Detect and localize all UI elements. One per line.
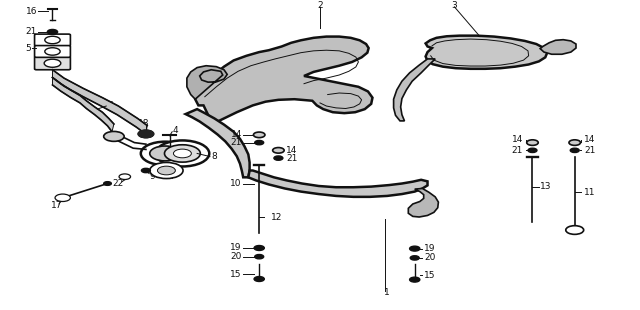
- Polygon shape: [408, 188, 438, 217]
- Circle shape: [255, 140, 264, 145]
- Circle shape: [104, 182, 111, 185]
- FancyBboxPatch shape: [35, 34, 70, 46]
- Circle shape: [173, 149, 191, 158]
- Text: 16: 16: [26, 7, 37, 16]
- Circle shape: [138, 130, 154, 138]
- Circle shape: [566, 226, 584, 234]
- Circle shape: [150, 146, 180, 161]
- Text: 21: 21: [584, 146, 596, 155]
- FancyBboxPatch shape: [35, 46, 70, 57]
- Circle shape: [254, 277, 264, 281]
- Polygon shape: [394, 59, 435, 121]
- Text: 14: 14: [230, 130, 242, 140]
- Text: 3: 3: [452, 1, 457, 10]
- Circle shape: [45, 36, 60, 44]
- Circle shape: [528, 148, 537, 153]
- Polygon shape: [187, 66, 227, 99]
- Circle shape: [253, 132, 265, 138]
- Circle shape: [141, 142, 189, 165]
- Text: 10: 10: [230, 179, 242, 188]
- Text: 22: 22: [113, 179, 124, 188]
- FancyBboxPatch shape: [35, 57, 70, 70]
- Polygon shape: [426, 36, 547, 69]
- Polygon shape: [186, 109, 250, 177]
- Text: 1: 1: [384, 287, 390, 297]
- Circle shape: [410, 246, 420, 251]
- Circle shape: [45, 48, 60, 55]
- Text: 21: 21: [26, 27, 37, 37]
- Polygon shape: [52, 70, 147, 134]
- Text: 7: 7: [170, 171, 175, 181]
- Text: 9: 9: [149, 171, 155, 181]
- Circle shape: [273, 148, 284, 153]
- Text: 13: 13: [540, 182, 552, 191]
- Polygon shape: [52, 78, 114, 132]
- Circle shape: [274, 156, 283, 160]
- Text: 20: 20: [230, 252, 242, 261]
- Text: 21: 21: [230, 138, 242, 147]
- Circle shape: [119, 174, 131, 179]
- Text: 5: 5: [25, 43, 31, 53]
- Circle shape: [527, 140, 538, 145]
- Circle shape: [141, 168, 150, 173]
- Text: 4: 4: [173, 126, 179, 135]
- Text: 14: 14: [584, 135, 596, 144]
- Circle shape: [254, 246, 264, 250]
- Text: 11: 11: [584, 188, 596, 197]
- Circle shape: [47, 29, 58, 34]
- Polygon shape: [248, 170, 428, 197]
- Circle shape: [164, 145, 200, 162]
- Text: 21: 21: [286, 153, 298, 163]
- Circle shape: [570, 148, 579, 153]
- Text: 2: 2: [317, 1, 323, 10]
- Circle shape: [55, 194, 70, 202]
- Circle shape: [44, 59, 61, 67]
- Circle shape: [104, 131, 124, 141]
- Polygon shape: [195, 37, 372, 124]
- Circle shape: [156, 140, 209, 166]
- Text: 17: 17: [51, 201, 62, 210]
- Circle shape: [569, 140, 580, 145]
- Circle shape: [410, 256, 419, 260]
- Text: 19: 19: [230, 243, 242, 253]
- Text: 8: 8: [211, 152, 217, 161]
- Text: 21: 21: [511, 146, 523, 155]
- Text: 15: 15: [424, 271, 436, 280]
- Text: 6: 6: [108, 101, 113, 110]
- Text: 14: 14: [511, 135, 523, 144]
- Text: 12: 12: [271, 212, 282, 222]
- Circle shape: [157, 166, 175, 175]
- Circle shape: [150, 162, 183, 179]
- Text: 14: 14: [286, 146, 298, 155]
- Text: 15: 15: [230, 270, 242, 279]
- Text: 18: 18: [138, 119, 150, 129]
- Text: 20: 20: [424, 253, 436, 263]
- Circle shape: [138, 130, 154, 138]
- Polygon shape: [540, 40, 576, 54]
- Circle shape: [255, 255, 264, 259]
- Text: 19: 19: [424, 244, 436, 253]
- Circle shape: [410, 277, 420, 282]
